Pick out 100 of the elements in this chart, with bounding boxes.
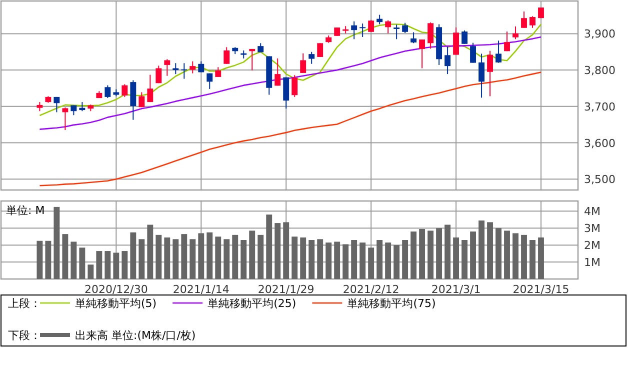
candlestick [274,58,281,86]
bar [512,233,518,279]
bar [172,239,179,279]
candlestick [521,11,527,28]
bar [232,234,238,279]
candlestick [453,27,460,56]
bar [96,251,102,279]
candlestick [300,52,306,74]
candlestick [147,74,154,103]
bar [258,234,264,279]
bar [385,242,392,279]
candlestick [478,53,484,98]
legend-label: 単純移動平均(75) [347,297,436,310]
legend-title: 下段： [8,329,41,342]
bar [326,242,332,279]
bar [470,232,476,279]
candlestick [410,32,417,44]
bar [240,240,247,279]
y-tick-label: 3,800 [584,64,616,78]
bar [487,222,493,279]
candlestick [402,22,408,34]
line-series [39,72,542,186]
y-tick-label: 2M [584,239,600,252]
x-tick-label: 2021/1/29 [258,283,314,296]
bar [334,242,340,279]
candlestick [487,50,493,97]
bar [292,236,298,279]
bar [283,222,290,279]
bar [538,237,544,279]
bar [402,240,408,279]
x-tick-label: 2020/12/30 [84,283,148,296]
candlestick [368,19,374,32]
bar [360,242,366,279]
bar [104,251,111,279]
bar [453,237,460,279]
bar [317,239,324,279]
bar [394,245,400,279]
bar [79,248,86,279]
bar [147,224,154,279]
bar [462,240,468,279]
candlestick [428,22,434,50]
x-tick-label: 2021/3/15 [512,283,570,296]
candlestick [164,58,170,76]
bar [274,223,281,279]
legend-label: 出来高 単位:(M株/口/枚) [75,329,196,342]
bar [190,239,196,279]
bar [122,251,128,279]
bar [54,206,60,279]
x-tick-label: 2021/3/1 [431,283,481,296]
bar [300,237,306,279]
legend-label: 単純移動平均(5) [75,297,157,310]
bar [419,228,426,279]
bar [70,242,77,279]
bar [156,234,162,279]
legend-label: 単純移動平均(25) [208,297,296,310]
bar [36,240,43,279]
candlestick [215,66,222,78]
candlestick [308,51,315,64]
bar [113,252,120,279]
bar [521,234,527,279]
candlestick [394,24,400,40]
bar [308,240,315,279]
bar [164,237,170,279]
candlestick [122,84,128,98]
candlestick [36,102,43,112]
candlestick [138,92,145,108]
candlestick [224,46,230,64]
bar [138,239,145,279]
bar [436,228,442,279]
bar [342,244,349,279]
bar [428,230,434,279]
bar [206,232,213,279]
candlestick [360,23,366,38]
candlestick [156,65,162,84]
candlestick [444,46,451,75]
y-tick-label: 3M [584,222,600,236]
candlestick [292,74,298,98]
candlestick [470,42,476,64]
bar [88,264,94,279]
legend-title: 上段： [8,297,41,310]
bar [376,240,383,279]
y-tick-label: 3,600 [584,136,616,150]
bar [351,240,358,279]
bar [504,230,510,279]
annotation: 単位: M [6,204,45,217]
bar [198,233,204,279]
y-tick-label: 3,900 [584,28,616,41]
bar [368,248,374,279]
candlestick [130,80,136,120]
candlestick [530,16,536,28]
candlestick [172,62,179,75]
bar [249,230,256,279]
candlestick [104,84,111,99]
y-tick-label: 3,500 [584,173,616,186]
candlestick [62,106,68,131]
candlestick [385,20,392,34]
candlestick [190,60,196,74]
candlestick [419,39,426,69]
bar [215,236,222,279]
bar [62,234,68,279]
